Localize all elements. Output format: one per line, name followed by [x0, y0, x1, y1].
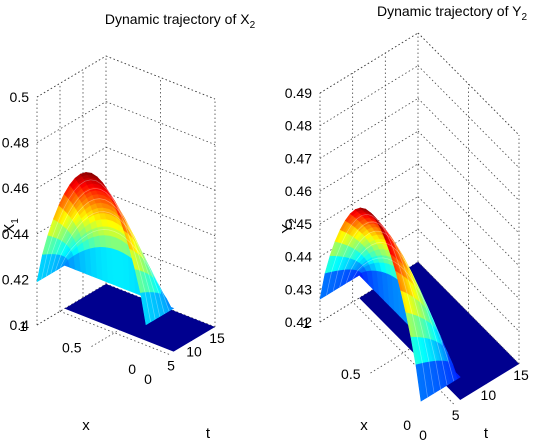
surface-cell: [452, 364, 461, 380]
z-tick-label: 0.44: [285, 249, 312, 265]
x-tick-label: 0.5: [62, 340, 82, 356]
t-tick-labels: 0 5 10 15: [419, 367, 529, 443]
surface-mesh-line: [332, 221, 435, 394]
z-tick-label: 0.49: [285, 85, 312, 101]
surface-floor: [64, 284, 215, 352]
z-tick-label: 0.45: [285, 216, 312, 232]
grid-line: [417, 98, 520, 201]
z-tick-label: 0.44: [2, 226, 29, 242]
z-tick-label: 0.42: [2, 271, 29, 287]
surface-mesh-line: [59, 229, 170, 312]
grid-line: [36, 283, 107, 326]
surface-mesh-line: [55, 211, 165, 314]
surface-mesh-line: [45, 187, 156, 320]
t-tick-label: 10: [186, 344, 202, 360]
chart-title: Dynamic trajectory of X2: [105, 11, 256, 31]
z-tick-label: 0.48: [285, 118, 312, 134]
grid-line: [319, 32, 419, 94]
t-tick-label: 5: [452, 407, 460, 423]
z-axis-label: X1: [1, 218, 21, 234]
x-tick-labels: 00.51: [19, 318, 136, 377]
surface-mesh-line: [41, 179, 151, 322]
z-tick-label: 0.4: [10, 317, 30, 333]
t-axis-label: t: [484, 425, 489, 442]
surface-cell: [166, 298, 175, 310]
x-tick-label: 0.5: [341, 366, 361, 382]
grid-line: [319, 261, 419, 323]
grid-line: [36, 101, 107, 143]
surface-mesh-line: [50, 198, 161, 317]
grid-line: [36, 146, 107, 189]
z-tick-label: 0.5: [10, 89, 30, 105]
z-tick-labels: 0.42 0.43 0.44 0.45 0.46 0.47 0.48 0.49: [285, 85, 312, 330]
x-tick-label: 1: [302, 315, 310, 331]
x-tick-labels: 00.51: [302, 315, 411, 433]
t-tick-label: 10: [481, 387, 497, 403]
z-axis-label: Y2: [279, 218, 299, 234]
t-tick-label: 0: [144, 371, 152, 387]
x-tick-label: 0: [403, 417, 411, 433]
z-tick-label: 0.42: [285, 314, 312, 330]
grid-line: [319, 98, 419, 159]
z-tick-label: 0.46: [2, 180, 29, 196]
grid-line: [36, 55, 107, 98]
t-tick-label: 15: [513, 367, 529, 383]
surface-mesh: [319, 207, 519, 402]
z-tick-label: 0.47: [285, 150, 312, 166]
t-tick-label: 5: [167, 357, 175, 373]
chart-title: Dynamic trajectory of Y2: [377, 3, 527, 23]
z-tick-labels: 0.4 0.42 0.44 0.46 0.48 0.5: [2, 89, 29, 333]
x-axis-label: x: [360, 417, 368, 434]
surface-mesh: [36, 172, 215, 352]
grid-line: [417, 130, 520, 234]
surface-mesh-line: [339, 230, 441, 390]
grid-line: [319, 65, 419, 127]
grid-line: [319, 163, 419, 225]
t-axis-label: t: [206, 425, 211, 442]
y2-surface-panel: Dynamic trajectory of Y2 0.420.430.440.4…: [279, 3, 529, 443]
x-tick-label: 1: [19, 318, 27, 334]
z-tick-label: 0.46: [285, 183, 312, 199]
x2-surface-panel: Dynamic trajectory of X2 0.4 0.42 0.44 0.46…: [1, 11, 256, 442]
z-tick-label: 0.43: [285, 281, 312, 297]
x-tick-label: 0: [128, 361, 136, 377]
t-tick-label: 0: [419, 427, 427, 443]
grid-line: [417, 163, 520, 267]
t-tick-label: 15: [209, 330, 225, 346]
t-tick-labels: 05 10 15: [144, 330, 225, 387]
surface-mesh-line: [352, 257, 455, 382]
surface-mesh-line: [345, 242, 448, 386]
grid-line: [319, 130, 419, 192]
surface-mesh-line: [326, 213, 428, 398]
x-axis-label: x: [82, 417, 90, 434]
z-tick-label: 0.48: [2, 135, 29, 151]
